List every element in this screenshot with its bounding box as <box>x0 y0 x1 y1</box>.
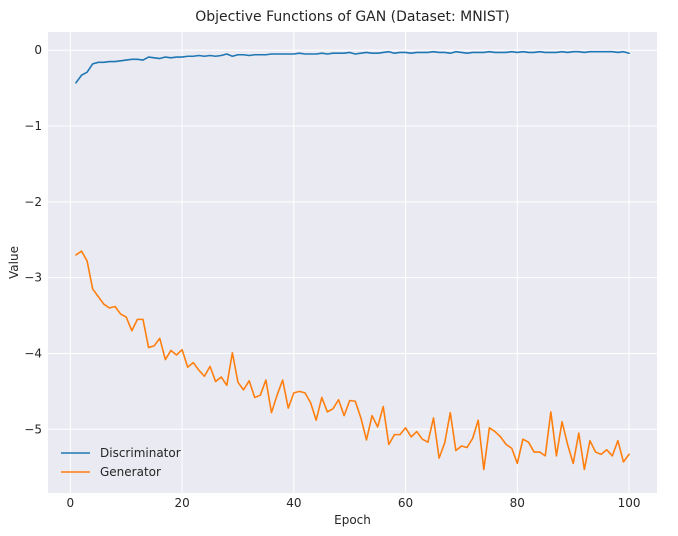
series-line-generator <box>75 250 630 471</box>
x-tick-label: 100 <box>618 496 641 510</box>
tick-labels: 0 20 40 60 80 100 0 −1 −2 −3 −4 −5 <box>24 43 640 510</box>
y-tick-label: −4 <box>24 346 42 360</box>
y-tick-label: −2 <box>24 195 42 209</box>
plot-area <box>48 32 657 493</box>
x-tick-label: 80 <box>510 496 525 510</box>
x-axis-label: Epoch <box>334 513 371 527</box>
grid <box>48 32 657 493</box>
y-tick-label: −5 <box>24 422 42 436</box>
series-line-discriminator <box>75 50 630 84</box>
y-axis-label: Value <box>7 246 21 279</box>
series-layer <box>75 50 630 471</box>
y-tick-label: −1 <box>24 119 42 133</box>
legend-label-generator: Generator <box>100 465 161 479</box>
x-tick-label: 40 <box>286 496 301 510</box>
legend-label-discriminator: Discriminator <box>100 446 181 460</box>
x-tick-label: 20 <box>174 496 189 510</box>
chart-title: Objective Functions of GAN (Dataset: MNI… <box>195 9 509 25</box>
x-tick-label: 0 <box>67 496 75 510</box>
x-tick-label: 60 <box>398 496 413 510</box>
y-tick-label: −3 <box>24 271 42 285</box>
legend: Discriminator Generator <box>61 446 181 479</box>
y-tick-label: 0 <box>34 43 42 57</box>
